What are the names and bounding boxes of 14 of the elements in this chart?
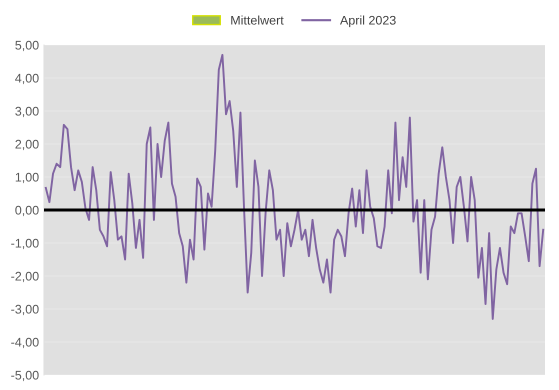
y-tick-label: 3,00: [15, 106, 39, 118]
y-tick-label: -1,00: [11, 238, 39, 250]
y-tick-label: -3,00: [11, 304, 39, 316]
y-tick-label: 2,00: [15, 140, 39, 150]
y-tick-label: -4,00: [11, 338, 39, 348]
y-tick-label: -2,00: [11, 272, 39, 282]
line-series: [44, 54, 544, 320]
legend-label: Mittelwert: [231, 16, 284, 25]
y-tick-label: 1,00: [16, 172, 39, 184]
y-tick-label: 0,00: [15, 206, 39, 216]
legend-label: April 2023: [340, 16, 396, 28]
y-tick-label: 4,00: [15, 74, 39, 84]
y-tick-label: -5,00: [11, 370, 39, 382]
y-tick-label: 5,00: [15, 40, 39, 52]
